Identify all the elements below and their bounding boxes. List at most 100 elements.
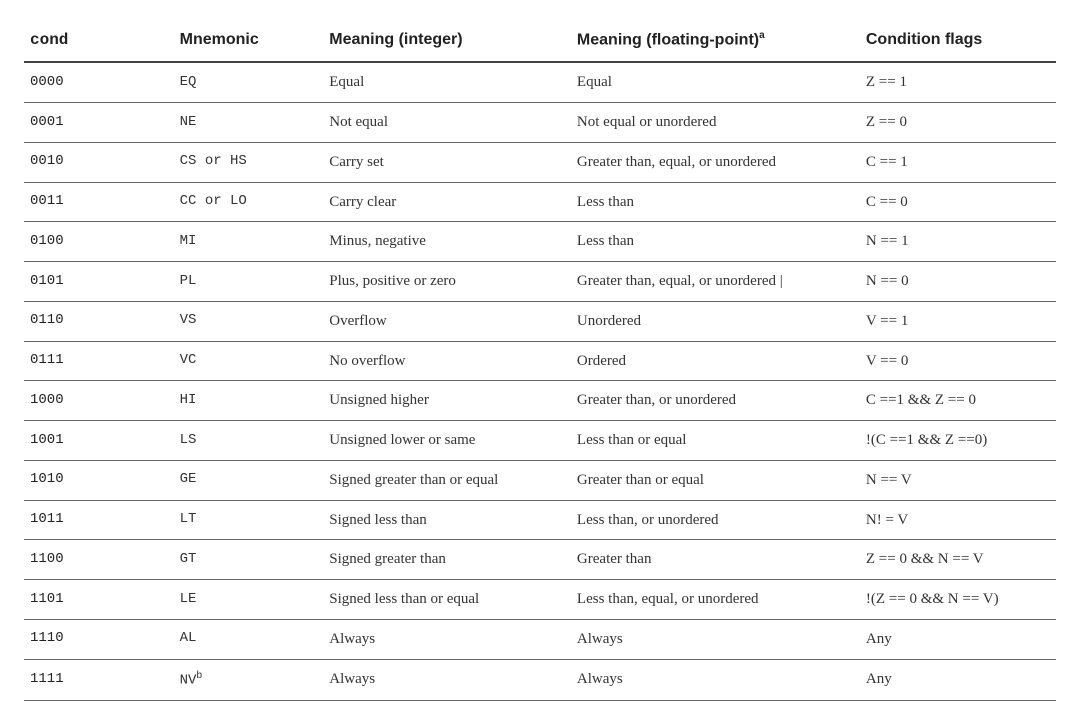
col-header-meaning-fp-text: Meaning (floating-point) <box>577 31 759 48</box>
cell-mnemonic-text: CS or HS <box>180 153 247 169</box>
cell-cond: 0101 <box>24 262 174 302</box>
cell-flags: N == V <box>860 460 1056 500</box>
cell-meaning-fp: Ordered <box>571 341 860 381</box>
cell-flags: C ==1 && Z == 0 <box>860 381 1056 421</box>
cell-meaning-fp: Less than <box>571 182 860 222</box>
table-row: 0101 PL Plus, positive or zeroGreater than… <box>24 262 1056 302</box>
table-row: 1010 GE Signed greater than or equalGreate… <box>24 460 1056 500</box>
cell-mnemonic-text: PL <box>180 273 197 289</box>
cell-mnemonic: MI <box>174 222 324 262</box>
cell-meaning-int: Unsigned higher <box>323 381 571 421</box>
table-row: 0001 NE Not equalNot equal or unorderedZ =… <box>24 103 1056 143</box>
cell-cond: 1010 <box>24 460 174 500</box>
table-row: 1011LTSigned less thanLess than, or unor… <box>24 500 1056 540</box>
cell-mnemonic: EQ <box>174 62 324 102</box>
cell-mnemonic: GT <box>174 540 324 580</box>
cell-cond: 1110 <box>24 619 174 659</box>
cell-cond: 0111 <box>24 341 174 381</box>
cell-meaning-fp: Greater than, equal, or unordered <box>571 142 860 182</box>
cell-meaning-int: Signed greater than or equal <box>323 460 571 500</box>
cell-cond: 0001 <box>24 103 174 143</box>
cell-meaning-int: Signed greater than <box>323 540 571 580</box>
cell-flags: !(Z == 0 && N == V) <box>860 580 1056 620</box>
cell-mnemonic-text: NV <box>180 672 197 688</box>
cell-meaning-int: No overflow <box>323 341 571 381</box>
cell-meaning-fp: Not equal or unordered <box>571 103 860 143</box>
table-row: 0100MIMinus, negativeLess thanN == 1 <box>24 222 1056 262</box>
table-row: 1110ALAlwaysAlwaysAny <box>24 619 1056 659</box>
cell-meaning-int: Carry set <box>323 142 571 182</box>
cell-mnemonic-text: CC or LO <box>180 193 247 209</box>
table-row: 1100 GT Signed greater thanGreater thanZ =… <box>24 540 1056 580</box>
cell-mnemonic-text: VS <box>180 312 197 328</box>
cell-mnemonic: CC or LO <box>174 182 324 222</box>
cell-meaning-int: Equal <box>323 62 571 102</box>
cell-meaning-fp: Greater than <box>571 540 860 580</box>
cell-flags: C == 1 <box>860 142 1056 182</box>
cell-flags: N == 1 <box>860 222 1056 262</box>
cell-cond: 1011 <box>24 500 174 540</box>
cell-mnemonic: VS <box>174 301 324 341</box>
cell-mnemonic: NVb <box>174 659 324 700</box>
cell-flags: Any <box>860 659 1056 700</box>
cell-meaning-int: Signed less than <box>323 500 571 540</box>
cell-meaning-fp: Greater than, equal, or unordered | <box>571 262 860 302</box>
cell-mnemonic: HI <box>174 381 324 421</box>
cell-mnemonic: LE <box>174 580 324 620</box>
cell-meaning-fp: Less than, equal, or unordered <box>571 580 860 620</box>
col-header-meaning-fp-sup: a <box>759 30 765 41</box>
cell-flags: !(C ==1 && Z ==0) <box>860 421 1056 461</box>
cell-meaning-int: Always <box>323 659 571 700</box>
cell-mnemonic: VC <box>174 341 324 381</box>
col-header-mnemonic: Mnemonic <box>174 20 324 62</box>
table-row: 0111VCNo overflowOrderedV == 0 <box>24 341 1056 381</box>
table-row: 0010 CS or HS Carry setGreater than, equal… <box>24 142 1056 182</box>
col-header-meaning-fp: Meaning (floating-point)a <box>571 20 860 62</box>
cell-flags: Z == 0 <box>860 103 1056 143</box>
col-header-flags: Condition flags <box>860 20 1056 62</box>
cell-mnemonic-text: GT <box>180 551 197 567</box>
cell-mnemonic-text: EQ <box>180 74 197 90</box>
cell-meaning-fp: Always <box>571 659 860 700</box>
table-body: 0000EQEqualEqualZ == 10001NENot equalNot… <box>24 62 1056 700</box>
table-row: 0000EQEqualEqualZ == 1 <box>24 62 1056 102</box>
table-row: 1111NVbAlwaysAlwaysAny <box>24 659 1056 700</box>
cell-mnemonic-text: HI <box>180 392 197 408</box>
cell-mnemonic: CS or HS <box>174 142 324 182</box>
cell-meaning-int: Not equal <box>323 103 571 143</box>
cell-flags: N! = V <box>860 500 1056 540</box>
cell-meaning-fp: Greater than, or unordered <box>571 381 860 421</box>
cell-flags: V == 1 <box>860 301 1056 341</box>
table-row: 1101LESigned less than or equalLess than… <box>24 580 1056 620</box>
cell-mnemonic: NE <box>174 103 324 143</box>
cell-meaning-int: Plus, positive or zero <box>323 262 571 302</box>
cell-cond: 1111 <box>24 659 174 700</box>
table-row: 0110VSOverflowUnorderedV == 1 <box>24 301 1056 341</box>
cell-cond: 0100 <box>24 222 174 262</box>
cell-flags: Z == 0 && N == V <box>860 540 1056 580</box>
cell-mnemonic: GE <box>174 460 324 500</box>
cell-cond: 0010 <box>24 142 174 182</box>
cell-mnemonic-sup: b <box>196 670 202 681</box>
table-row: 0011CC or LOCarry clearLess thanC == 0 <box>24 182 1056 222</box>
cell-mnemonic-text: LE <box>180 591 197 607</box>
cell-meaning-fp: Less than <box>571 222 860 262</box>
cell-meaning-fp: Greater than or equal <box>571 460 860 500</box>
cell-meaning-int: Unsigned lower or same <box>323 421 571 461</box>
cell-cond: 0000 <box>24 62 174 102</box>
col-header-meaning-int: Meaning (integer) <box>323 20 571 62</box>
cell-meaning-fp: Less than or equal <box>571 421 860 461</box>
cell-mnemonic: PL <box>174 262 324 302</box>
condition-codes-table: cond Mnemonic Meaning (integer) Meaning … <box>24 20 1056 701</box>
cell-meaning-int: Signed less than or equal <box>323 580 571 620</box>
cell-meaning-fp: Unordered <box>571 301 860 341</box>
cell-cond: 1100 <box>24 540 174 580</box>
cell-flags: V == 0 <box>860 341 1056 381</box>
table-header-row: cond Mnemonic Meaning (integer) Meaning … <box>24 20 1056 62</box>
cell-flags: C == 0 <box>860 182 1056 222</box>
cell-meaning-int: Always <box>323 619 571 659</box>
cell-cond: 0110 <box>24 301 174 341</box>
cell-flags: N == 0 <box>860 262 1056 302</box>
cell-mnemonic-text: NE <box>180 114 197 130</box>
cell-mnemonic-text: GE <box>180 471 197 487</box>
